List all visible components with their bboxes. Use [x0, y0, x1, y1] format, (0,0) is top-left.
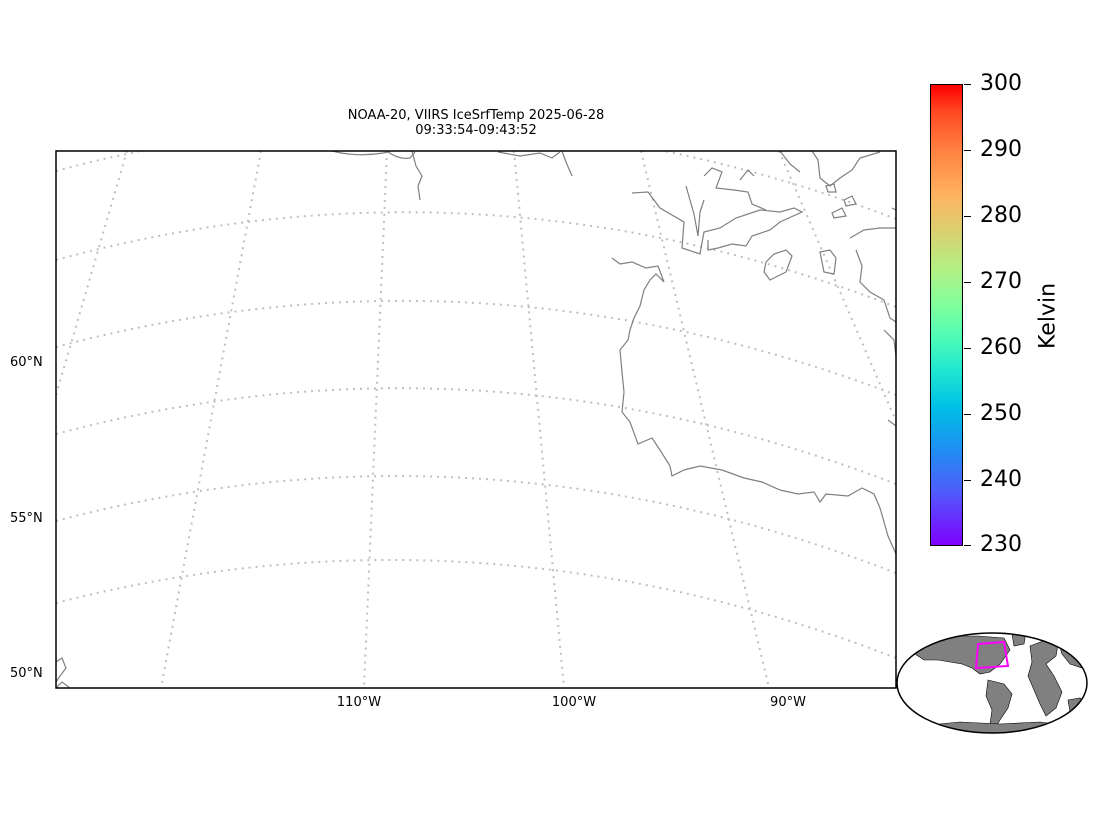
colorbar-tick-label: 270	[980, 269, 1022, 294]
colorbar-tick-label: 250	[980, 401, 1022, 426]
colorbar-tick-label: 300	[980, 71, 1022, 96]
title-line-2: 09:33:54-09:43:52	[415, 123, 537, 138]
coastline	[56, 151, 896, 688]
map-title: NOAA-20, VIIRS IceSrfTemp 2025-06-28 09:…	[56, 108, 896, 138]
colorbar-tick	[964, 150, 971, 151]
latitude-line	[56, 475, 896, 574]
title-line-1: NOAA-20, VIIRS IceSrfTemp 2025-06-28	[347, 108, 605, 123]
colorbar-tick-label: 240	[980, 467, 1022, 492]
extent-box	[974, 640, 1010, 670]
longitude-line	[56, 151, 128, 396]
latitude-line	[56, 151, 896, 220]
colorbar-tick-label: 280	[980, 203, 1022, 228]
latitude-line	[56, 211, 896, 308]
map-frame	[55, 150, 897, 689]
colorbar-tick-label: 230	[980, 532, 1022, 557]
colorbar-tick	[964, 348, 971, 349]
colorbar-tick	[964, 216, 971, 217]
locator-inset	[896, 632, 1088, 734]
colorbar-tick-label: 260	[980, 335, 1022, 360]
colorbar	[930, 84, 963, 546]
longitude-line	[160, 151, 262, 688]
latitude-line	[56, 299, 896, 396]
colorbar-tick	[964, 84, 971, 85]
latitude-line	[56, 387, 896, 485]
lon-label-100w: 100°W	[551, 695, 597, 710]
lat-label-60: 60°N	[10, 355, 43, 370]
colorbar-tick	[964, 414, 971, 415]
longitude-line	[363, 151, 388, 688]
lat-label-55: 55°N	[10, 511, 43, 526]
lat-label-50: 50°N	[10, 666, 43, 681]
longitude-line	[513, 151, 565, 688]
colorbar-tick	[964, 480, 971, 481]
longitude-line	[640, 151, 770, 688]
lon-label-90w: 90°W	[770, 695, 806, 710]
colorbar-tick	[964, 282, 971, 283]
colorbar-tick-label: 290	[980, 137, 1022, 162]
longitude-line	[778, 151, 896, 422]
lon-label-110w: 110°W	[336, 695, 382, 710]
graticule	[56, 151, 896, 688]
latitude-line	[56, 558, 896, 659]
colorbar-tick	[964, 545, 971, 546]
colorbar-title: Kelvin	[1035, 282, 1061, 350]
